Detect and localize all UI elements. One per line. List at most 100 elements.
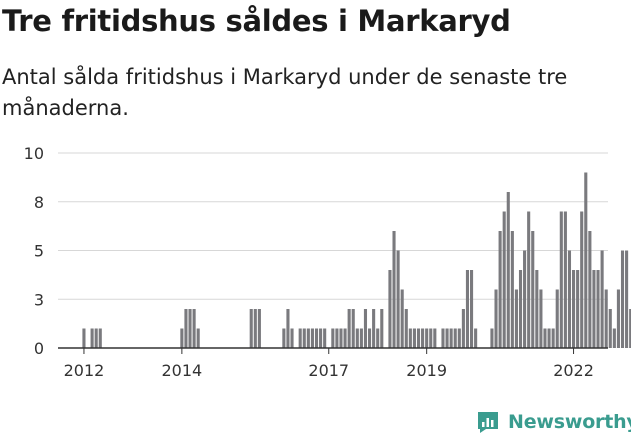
- bar: [547, 328, 551, 348]
- bar: [335, 328, 339, 348]
- newsworthy-logo: Newsworthy: [476, 407, 631, 437]
- bar: [514, 289, 518, 348]
- chart-subtitle: Antal sålda fritidshus i Markaryd under …: [2, 65, 568, 120]
- bar: [551, 328, 555, 348]
- bar: [400, 289, 404, 348]
- bar: [94, 328, 98, 348]
- x-tick-label: 2017: [308, 361, 349, 380]
- bar: [539, 289, 543, 348]
- bar: [625, 250, 629, 348]
- brand-name: Newsworthy: [508, 411, 631, 433]
- bar: [608, 309, 612, 348]
- y-tick-label: 10: [24, 144, 44, 163]
- bar: [392, 231, 396, 348]
- bar: [412, 328, 416, 348]
- bar: [494, 289, 498, 348]
- bar: [253, 309, 257, 348]
- bar: [433, 328, 437, 348]
- bar: [490, 328, 494, 348]
- bar: [323, 328, 327, 348]
- bar: [629, 309, 631, 348]
- bar: [416, 328, 421, 348]
- bar: [290, 328, 294, 348]
- bar: [449, 328, 453, 348]
- bar: [527, 211, 531, 348]
- bar: [457, 328, 461, 348]
- x-tick-label: 2019: [406, 361, 447, 380]
- bar: [180, 328, 184, 348]
- bar: [421, 328, 425, 348]
- bar: [282, 328, 286, 348]
- bar: [388, 270, 392, 348]
- bar: [441, 328, 445, 348]
- bar: [531, 231, 535, 348]
- bar: [396, 250, 400, 348]
- bar: [359, 328, 363, 348]
- bar: [620, 250, 625, 348]
- bar: [616, 289, 620, 348]
- bar: [302, 328, 306, 348]
- bar: [425, 328, 429, 348]
- bar: [588, 231, 592, 348]
- y-tick-label: 5: [34, 242, 44, 261]
- bar: [355, 328, 359, 348]
- bar: [98, 328, 102, 348]
- bar: [376, 328, 380, 348]
- bar: [286, 309, 290, 348]
- bar: [518, 270, 523, 348]
- bar: [474, 328, 478, 348]
- bar-chart-speech-bubble-icon: [478, 412, 498, 433]
- x-tick-label: 2012: [64, 361, 105, 380]
- bar: [249, 309, 253, 348]
- x-tick-labels: 201220142017201920222024: [64, 348, 594, 380]
- bar: [192, 309, 196, 348]
- bar: [465, 270, 470, 348]
- bar: [257, 309, 261, 348]
- bar: [600, 250, 604, 348]
- bar: [453, 328, 457, 348]
- bar: [543, 328, 547, 348]
- bar: [445, 328, 449, 348]
- bar: [404, 309, 408, 348]
- bar: [506, 192, 510, 348]
- bar: [82, 328, 86, 348]
- bar: [429, 328, 433, 348]
- bar: [502, 211, 506, 348]
- bar: [298, 328, 302, 348]
- bar: [347, 309, 351, 348]
- bar: [343, 328, 347, 348]
- bar: [310, 328, 314, 348]
- bar: [188, 309, 192, 348]
- bar: [408, 328, 412, 348]
- bar: [555, 289, 559, 348]
- bar: [319, 328, 323, 348]
- y-tick-label: 8: [34, 193, 44, 212]
- bar: [559, 211, 563, 348]
- bar: [314, 328, 319, 348]
- bar: [363, 309, 368, 348]
- bar: [567, 250, 572, 348]
- bar: [351, 309, 355, 348]
- bar: [510, 231, 514, 348]
- y-tick-labels: 0 3 5 8 10: [24, 144, 44, 358]
- bar: [372, 309, 376, 348]
- bar: [576, 270, 580, 348]
- bar: [470, 270, 474, 348]
- chart-title: Tre fritidshus såldes i Markaryd: [2, 4, 511, 38]
- bar: [196, 328, 200, 348]
- bar: [596, 270, 600, 348]
- bar: [368, 328, 372, 348]
- bar: [563, 211, 567, 348]
- bar: [523, 250, 527, 348]
- bars: [82, 172, 631, 348]
- bar: [584, 172, 588, 348]
- y-tick-label: 3: [34, 290, 44, 309]
- bar: [184, 309, 188, 348]
- bar: [331, 328, 335, 348]
- bar: [592, 270, 596, 348]
- bar: [580, 211, 584, 348]
- bar: [535, 270, 539, 348]
- bar: [604, 289, 608, 348]
- bar: [90, 328, 94, 348]
